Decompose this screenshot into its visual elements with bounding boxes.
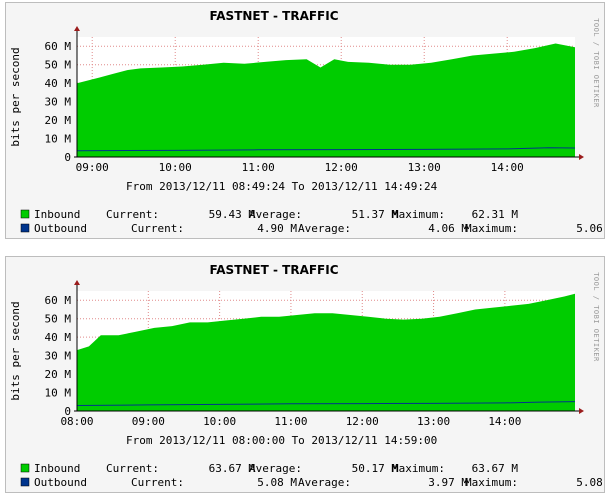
outbound-legend-swatch <box>20 477 30 487</box>
x-axis-arrow <box>579 408 584 414</box>
outbound-maximum-label: Maximum: <box>465 476 518 489</box>
inbound-legend-name: Inbound <box>34 208 80 221</box>
chart-title: FASTNET - TRAFFIC <box>209 9 338 23</box>
y-tick-label: 0 <box>64 405 71 418</box>
x-tick-label: 09:00 <box>76 161 109 174</box>
inbound-legend-swatch <box>20 209 30 219</box>
inbound-legend-name: Inbound <box>34 462 80 475</box>
x-tick-label: 10:00 <box>159 161 192 174</box>
inbound-area <box>77 43 575 157</box>
inbound-average-value: 50.17 M <box>352 462 399 475</box>
outbound-current-value: 4.90 M <box>257 222 297 235</box>
rrdtool-watermark: TOOL / TOBI OETIKER <box>592 18 600 108</box>
outbound-average-label: Average: <box>298 476 351 489</box>
outbound-average-label: Average: <box>298 222 351 235</box>
chart-title: FASTNET - TRAFFIC <box>209 263 338 277</box>
y-axis-arrow <box>74 280 80 285</box>
traffic-graph-panel-1: FASTNET - TRAFFIC 0 10 M 20 M 30 M 40 M 50 M 60… <box>5 2 606 239</box>
inbound-current-value: 59.43 M <box>209 208 256 221</box>
outbound-legend-name: Outbound <box>34 222 87 235</box>
traffic-graph-1: FASTNET - TRAFFIC 0 10 M 20 M 30 M 40 M 50 M 60… <box>9 9 606 235</box>
outbound-current-label: Current: <box>131 476 184 489</box>
x-tick-label: 14:00 <box>491 161 524 174</box>
inbound-average-label: Average: <box>249 208 302 221</box>
x-tick-label: 14:00 <box>488 415 521 428</box>
y-axis-arrow <box>74 26 80 31</box>
y-tick-label: 50 M <box>45 313 72 326</box>
y-tick-label: 20 M <box>45 114 72 127</box>
y-tick-label: 60 M <box>45 40 72 53</box>
y-tick-label: 10 M <box>45 133 72 146</box>
y-tick-label: 60 M <box>45 294 72 307</box>
x-tick-label: 11:00 <box>274 415 307 428</box>
y-axis-label: bits per second <box>9 47 22 146</box>
x-tick-label: 13:00 <box>417 415 450 428</box>
outbound-line <box>76 147 576 152</box>
outbound-maximum-value: 5.06 M <box>576 222 606 235</box>
outbound-legend-name: Outbound <box>34 476 87 489</box>
y-tick-label: 10 M <box>45 387 72 400</box>
inbound-average-value: 51.37 M <box>352 208 399 221</box>
inbound-maximum-value: 62.31 M <box>472 208 519 221</box>
x-tick-label: 13:00 <box>408 161 441 174</box>
outbound-current-value: 5.08 M <box>257 476 297 489</box>
inbound-current-label: Current: <box>106 208 159 221</box>
x-axis-arrow <box>579 154 584 160</box>
rrdtool-watermark: TOOL / TOBI OETIKER <box>592 272 600 362</box>
y-axis-label: bits per second <box>9 301 22 400</box>
y-tick-label: 40 M <box>45 77 72 90</box>
x-tick-label: 10:00 <box>203 415 236 428</box>
outbound-legend-swatch <box>20 223 30 233</box>
x-tick-label: 12:00 <box>346 415 379 428</box>
outbound-maximum-label: Maximum: <box>465 222 518 235</box>
x-tick-label: 09:00 <box>132 415 165 428</box>
inbound-average-label: Average: <box>249 462 302 475</box>
inbound-maximum-label: Maximum: <box>392 462 445 475</box>
outbound-average-value: 3.97 M <box>428 476 468 489</box>
y-tick-label: 30 M <box>45 350 72 363</box>
y-tick-label: 50 M <box>45 59 72 72</box>
inbound-legend-swatch <box>20 463 30 473</box>
outbound-maximum-value: 5.08 M <box>576 476 606 489</box>
time-range-text: From 2013/12/11 08:49:24 To 2013/12/11 1… <box>126 180 438 193</box>
inbound-maximum-label: Maximum: <box>392 208 445 221</box>
inbound-current-value: 63.67 M <box>209 462 256 475</box>
inbound-area <box>77 293 575 411</box>
outbound-current-label: Current: <box>131 222 184 235</box>
traffic-graph-panel-2: FASTNET - TRAFFIC 0 10 M 20 M 30 M 40 M 50 M 60… <box>5 256 606 493</box>
time-range-text: From 2013/12/11 08:00:00 To 2013/12/11 1… <box>126 434 437 447</box>
x-tick-label: 11:00 <box>242 161 275 174</box>
outbound-average-value: 4.06 M <box>428 222 468 235</box>
inbound-current-label: Current: <box>106 462 159 475</box>
y-tick-label: 0 <box>64 151 71 164</box>
inbound-maximum-value: 63.67 M <box>472 462 519 475</box>
x-tick-label: 08:00 <box>60 415 93 428</box>
traffic-graph-2: FASTNET - TRAFFIC 0 10 M 20 M 30 M 40 M 50 M 60… <box>9 263 606 489</box>
outbound-line <box>76 401 576 406</box>
x-tick-label: 12:00 <box>325 161 358 174</box>
y-tick-label: 30 M <box>45 96 72 109</box>
y-tick-label: 40 M <box>45 331 72 344</box>
y-tick-label: 20 M <box>45 368 72 381</box>
